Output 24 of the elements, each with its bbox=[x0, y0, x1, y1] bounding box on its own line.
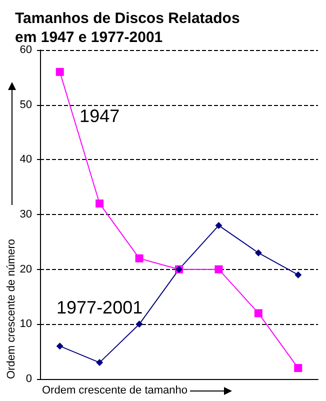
point bbox=[56, 68, 64, 76]
point bbox=[136, 320, 143, 328]
x-axis-title: Ordem crescente de tamanho bbox=[42, 384, 188, 396]
point bbox=[96, 359, 104, 366]
point bbox=[294, 271, 302, 278]
series-label: 1947 bbox=[80, 106, 120, 126]
y-axis-title: Ordem crescente de número bbox=[6, 238, 18, 379]
point bbox=[254, 249, 262, 256]
point bbox=[56, 342, 64, 350]
point bbox=[254, 309, 262, 318]
point bbox=[96, 200, 104, 208]
chart-title: Tamanhos de Discos Relatados em 1947 e 1977-2001 bbox=[15, 10, 240, 46]
y-tick-label: 20 bbox=[20, 263, 32, 276]
y-tick-label: 50 bbox=[20, 98, 32, 111]
y-tick-label: 10 bbox=[20, 318, 32, 330]
y-tick-label: 0 bbox=[26, 373, 32, 385]
point bbox=[215, 222, 222, 229]
y-tick-label: 40 bbox=[20, 154, 32, 166]
point bbox=[214, 265, 223, 274]
point bbox=[294, 364, 302, 372]
point bbox=[135, 254, 144, 262]
series-label: 1977-2001 bbox=[56, 298, 143, 318]
y-tick-label: 60 bbox=[20, 44, 32, 56]
y-tick-label: 30 bbox=[20, 208, 32, 220]
